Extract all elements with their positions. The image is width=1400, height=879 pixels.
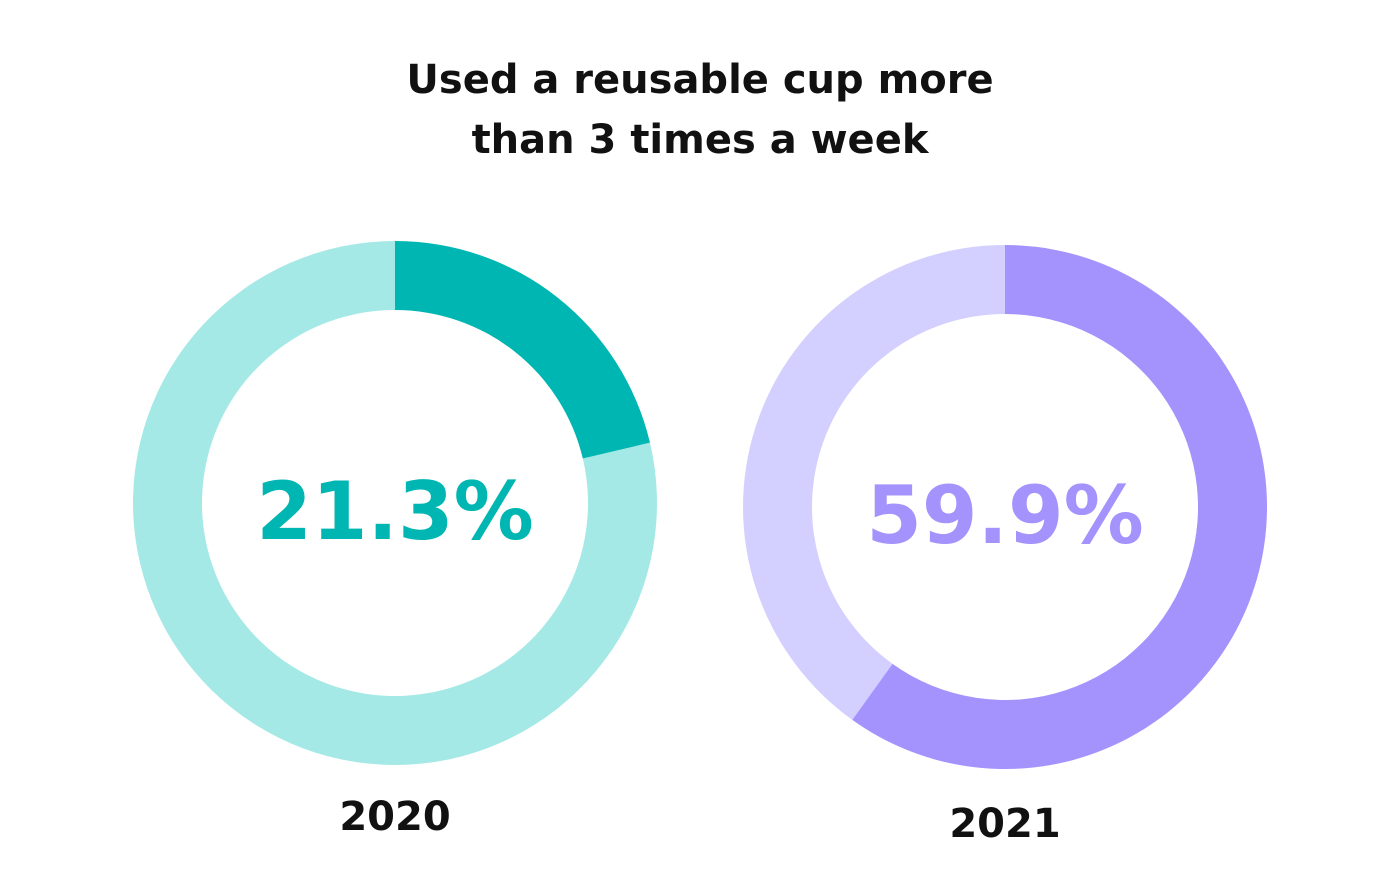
donut-slice-value-2020 (395, 241, 650, 459)
donut-slice-remainder-2021 (743, 245, 1005, 720)
donut-chart-2021: 59.9% 2021 (743, 245, 1268, 847)
value-label-2021: 59.9% (866, 469, 1144, 562)
chart-title-line-2: than 3 times a week (471, 117, 929, 163)
donut-chart-2020: 21.3% 2020 (133, 241, 657, 840)
chart-title: Used a reusable cup more than 3 times a … (0, 50, 1400, 170)
year-label-2021: 2021 (949, 801, 1060, 847)
chart-title-line-1: Used a reusable cup more (406, 57, 994, 103)
value-label-2020: 21.3% (256, 465, 534, 558)
donut-slice-value-2021 (852, 245, 1268, 769)
year-label-2020: 2020 (339, 794, 450, 840)
